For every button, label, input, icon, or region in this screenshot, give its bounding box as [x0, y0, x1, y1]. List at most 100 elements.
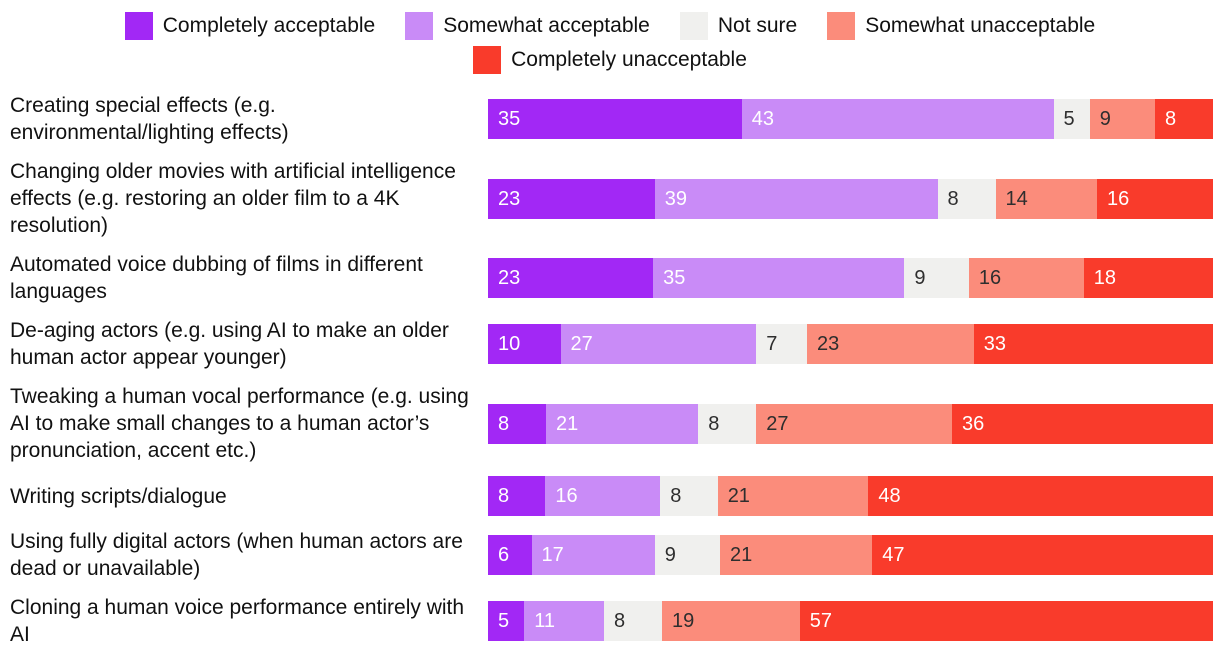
legend-label: Somewhat acceptable: [443, 14, 650, 37]
bar-value-label: 23: [498, 267, 521, 289]
bar-segment: 14: [995, 178, 1097, 219]
bar-value-label: 36: [962, 412, 985, 435]
bar-segment: 9: [654, 535, 720, 575]
bar-segment: 10: [488, 324, 561, 364]
bar-value-label: 23: [817, 333, 840, 355]
bar-value-label: 39: [664, 187, 687, 210]
bar-segment: 35: [653, 258, 905, 298]
bar-value-label: 57: [809, 610, 832, 632]
bar-segment: 39: [654, 178, 938, 219]
chart-row: Creating special effects (e.g. environme…: [10, 92, 1213, 146]
bar-value-label: 8: [947, 187, 959, 210]
bar-value-label: 17: [541, 544, 564, 566]
bar-value-label: 23: [498, 187, 521, 210]
bar-value-label: 19: [672, 610, 695, 632]
bar-value-label: 35: [498, 108, 521, 130]
bar-segment: 5: [488, 601, 525, 641]
bar-value-label: 21: [730, 544, 753, 566]
row-label: Tweaking a human vocal performance (e.g.…: [10, 385, 469, 462]
legend-row: Completely acceptable Somewhat acceptable…: [124, 12, 1095, 40]
stacked-bar: 8 16 8 21 48: [488, 476, 1213, 516]
stacked-bar: 35 43 5 9 8: [488, 99, 1213, 139]
bar-value-label: 5: [1063, 108, 1075, 130]
legend-item: Not sure: [679, 12, 798, 40]
stacked-bar: 23 35 9 16 18: [488, 258, 1213, 298]
bar-segment: 57: [799, 601, 1213, 641]
bar-segment: 35: [488, 99, 742, 139]
bar-segment: 16: [1097, 178, 1213, 219]
bar-value-label: 5: [498, 610, 510, 632]
chart-row: Using fully digital actors (when human a…: [10, 528, 1213, 582]
chart-row: De-aging actors (e.g. using AI to make a…: [10, 317, 1213, 371]
bar-value-label: 33: [983, 333, 1006, 355]
row-label: Writing scripts/dialogue: [10, 484, 227, 508]
bar-value-label: 8: [670, 485, 682, 507]
legend-item: Completely acceptable: [124, 12, 376, 40]
row-label: Cloning a human voice performance entire…: [10, 596, 465, 646]
bar-segment: 5: [1053, 99, 1090, 139]
bar-segment: 48: [868, 476, 1213, 516]
bar-value-label: 9: [914, 267, 926, 289]
row-label: De-aging actors (e.g. using AI to make a…: [10, 319, 449, 369]
legend-item: Completely unacceptable: [473, 46, 747, 74]
legend-label: Not sure: [717, 14, 798, 37]
bar-value-label: 47: [882, 544, 905, 566]
bar-value-label: 48: [878, 485, 901, 507]
bar-value-label: 16: [978, 267, 1002, 289]
bar-segment: 23: [488, 178, 655, 219]
row-label: Automated voice dubbing of films in diff…: [10, 253, 423, 303]
chart-legend: Completely acceptable Somewhat acceptable…: [0, 0, 1220, 74]
legend-label: Completely acceptable: [162, 14, 376, 37]
chart-row: Automated voice dubbing of films in diff…: [10, 251, 1213, 305]
legend-swatch-icon: [827, 12, 856, 40]
bar-segment: 8: [1155, 99, 1213, 139]
bar-value-label: 43: [751, 108, 774, 130]
bar-segment: 23: [807, 324, 974, 364]
legend-swatch-icon: [679, 12, 708, 40]
bar-segment: 8: [660, 476, 718, 516]
legend-swatch-icon: [405, 12, 434, 40]
legend-label: Completely unacceptable: [511, 48, 747, 71]
legend-swatch-icon: [473, 46, 502, 74]
bar-segment: 18: [1083, 258, 1213, 298]
bar-segment: 23: [488, 258, 654, 298]
bar-segment: 16: [545, 476, 661, 516]
stacked-bar: 10 27 7 23 33: [488, 324, 1213, 364]
bar-value-label: 16: [1107, 187, 1130, 210]
bar-value-label: 8: [1165, 108, 1177, 130]
bar-segment: 27: [560, 324, 757, 364]
bar-segment: 9: [1089, 99, 1155, 139]
row-label: Using fully digital actors (when human a…: [10, 530, 463, 580]
bar-segment: 36: [952, 403, 1213, 444]
bar-value-label: 21: [556, 412, 579, 435]
bar-value-label: 35: [663, 267, 686, 289]
bar-segment: 27: [756, 403, 952, 444]
stacked-bar: 6 17 9 21 47: [488, 535, 1213, 575]
legend-swatch-icon: [124, 12, 153, 40]
bar-value-label: 18: [1093, 267, 1117, 289]
bar-segment: 19: [662, 601, 800, 641]
bar-segment: 21: [720, 535, 873, 575]
chart-row: Cloning a human voice performance entire…: [10, 594, 1213, 648]
bar-segment: 8: [698, 403, 757, 444]
bar-segment: 47: [872, 535, 1213, 575]
bar-segment: 21: [717, 476, 869, 516]
bar-segment: 11: [524, 601, 604, 641]
bar-value-label: 8: [708, 412, 720, 435]
legend-row: Completely unacceptable: [473, 46, 747, 74]
chart-row: Writing scripts/dialogue 8 16 8 21 48: [10, 476, 1213, 516]
stacked-bar: 8 21 8 27 36: [488, 403, 1213, 444]
bar-segment: 8: [937, 178, 996, 219]
bar-value-label: 6: [498, 544, 510, 566]
bar-segment: 7: [756, 324, 807, 364]
bar-segment: 8: [604, 601, 662, 641]
stacked-bar: 5 11 8 19 57: [488, 601, 1213, 641]
bar-value-label: 11: [534, 610, 556, 632]
stacked-bar-chart: Creating special effects (e.g. environme…: [0, 92, 1220, 648]
bar-segment: 6: [488, 535, 532, 575]
bar-value-label: 8: [498, 412, 510, 435]
bar-segment: 33: [973, 324, 1213, 364]
legend-item: Somewhat acceptable: [405, 12, 650, 40]
bar-segment: 16: [968, 258, 1084, 298]
bar-value-label: 9: [664, 544, 676, 566]
